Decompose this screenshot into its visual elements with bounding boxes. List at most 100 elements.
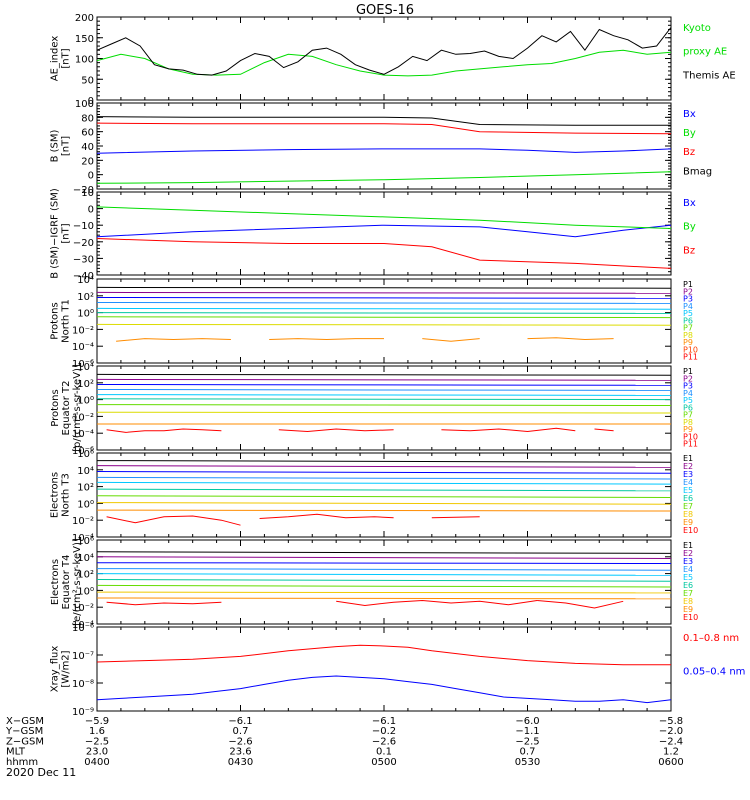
x-row-value: 0.7: [520, 747, 536, 758]
series-p8: [96, 323, 672, 326]
y-tick-label: 10²: [77, 570, 94, 581]
series-p3: [96, 297, 672, 299]
y-axis-label: Protons: [50, 389, 61, 426]
y-tick-label: 200: [75, 13, 94, 24]
series-p2: [96, 291, 672, 294]
x-row-value: −2.6: [228, 736, 252, 747]
x-row-label: X−GSM: [6, 716, 44, 727]
series-p10b: [278, 428, 394, 433]
y-tick-label: 10⁻²: [72, 412, 94, 423]
series-e1: [96, 551, 672, 554]
series-e4: [96, 568, 672, 571]
y-tick-label: 20: [81, 156, 94, 167]
panel-frame: [96, 278, 672, 364]
series-bz: [96, 122, 672, 135]
series-e6: [96, 579, 672, 582]
series-e9: [96, 509, 672, 512]
legend-entry: By: [683, 222, 696, 233]
legend-entry: P8: [683, 331, 693, 340]
legend-entry: P5: [683, 396, 693, 405]
x-row-label: hhmm: [6, 757, 38, 768]
legend-entry: By: [683, 128, 696, 139]
legend-entry: P2: [683, 287, 693, 296]
series-e2: [96, 465, 672, 468]
panel-frame: [96, 365, 672, 451]
y-axis-label: Xray_flux: [50, 646, 61, 693]
series-by: [96, 171, 672, 184]
legend-entry: P10: [683, 345, 698, 354]
panel-xray: 10⁻⁹ 10⁻⁸ 10⁻⁷ 10⁻⁶ Xray_flux [W/m2] 0.1–0.8 n…: [50, 623, 746, 718]
series-e10c: [431, 516, 480, 519]
panel-ae: 0 50 100 150 200 AE_index [nT] Kyoto proxy AE The…: [50, 13, 736, 107]
x-row-value: −2.0: [659, 726, 683, 737]
series-e5: [96, 481, 672, 485]
panel-bigrf: −40 −30 −20 −10 0 10 B (SM)−IGRF (SM) [nT] Bx By B…: [50, 188, 696, 282]
y-axis-label: [nT]: [61, 136, 72, 156]
series-p8: [96, 411, 672, 414]
y-tick-label: 100: [75, 99, 94, 110]
series-p6: [96, 398, 672, 401]
legend-entry: E10: [683, 613, 698, 622]
y-tick-label: 10⁻⁶: [72, 446, 94, 457]
legend-entry: P3: [683, 382, 693, 391]
y-tick-label: 10⁻²: [72, 603, 94, 614]
series-p10c: [441, 427, 576, 433]
legend-entry: proxy AE: [683, 47, 727, 58]
legend-entry: P9: [683, 338, 693, 347]
x-row-label: MLT: [6, 747, 26, 758]
legend-entry: E6: [683, 494, 693, 503]
series-p9: [116, 338, 231, 342]
y-axis-label: [nT]: [61, 48, 72, 68]
legend-entry: E2: [683, 462, 693, 471]
series-e2: [96, 556, 672, 559]
series-by: [96, 206, 672, 229]
x-row-value: −6.1: [372, 716, 396, 727]
y-tick-label: 10⁰: [77, 586, 94, 597]
y-axis-label: Electrons: [50, 559, 61, 605]
x-row-value: −5.8: [659, 716, 683, 727]
legend-entry: P9: [683, 425, 693, 434]
series-p7: [96, 404, 672, 406]
y-tick-label: 10⁴: [77, 466, 94, 477]
series-p10d: [594, 428, 614, 432]
series-bz: [96, 238, 672, 269]
series-e10: [106, 515, 241, 526]
series-e8: [96, 591, 672, 594]
legend-entry: P7: [683, 411, 693, 420]
y-axis-label: Equator T4: [61, 555, 72, 610]
series-e3: [96, 562, 672, 564]
legend-entry: Bz: [683, 147, 695, 158]
y-tick-label: 10⁻⁶: [72, 359, 94, 370]
y-axis-label: North T1: [61, 299, 72, 343]
legend-entry: E2: [683, 549, 693, 558]
series-e6: [96, 488, 672, 492]
y-tick-label: 0: [88, 96, 94, 107]
legend-entry: P6: [683, 403, 693, 412]
y-tick-label: 10²: [77, 483, 94, 494]
legend-entry: P11: [683, 440, 698, 449]
y-tick-label: 10⁴: [77, 362, 94, 373]
y-tick-label: 10⁻²: [72, 325, 94, 336]
x-row-value: −2.5: [515, 736, 539, 747]
y-tick-label: −30: [73, 254, 94, 265]
panel-frame: [96, 191, 672, 276]
series-p4: [96, 389, 672, 391]
legend-entry: 0.05–0.4 nm: [683, 667, 745, 678]
legend-entry: E1: [683, 541, 693, 550]
series-e9: [96, 597, 672, 600]
series-e10c: [537, 600, 624, 609]
y-tick-label: 10⁶: [77, 449, 94, 460]
legend-entry: P7: [683, 324, 693, 333]
legend-entry: P8: [683, 418, 693, 427]
series-0-05-0-4-nm: [96, 675, 672, 704]
x-row-value: 23.0: [86, 747, 108, 758]
series-p5: [96, 394, 672, 396]
legend-entry: E4: [683, 565, 693, 574]
y-tick-label: 10⁻⁹: [72, 707, 94, 718]
y-axis-label: [p/(cm²-s-sr-keV)]: [72, 364, 83, 452]
y-tick-label: 10⁻²: [72, 516, 94, 527]
y-tick-label: 80: [81, 113, 94, 124]
legend-entry: E4: [683, 478, 693, 487]
